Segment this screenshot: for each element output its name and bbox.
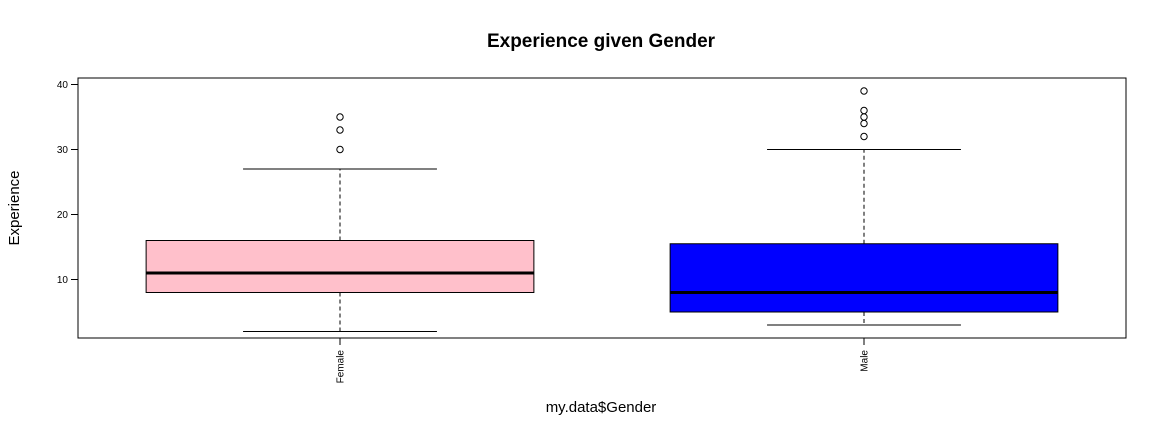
boxes-layer	[145, 87, 1059, 332]
x-axis-ticks: Female Male	[336, 338, 871, 383]
x-tick-label: Male	[860, 350, 871, 372]
y-axis: 10 20 30 40	[57, 80, 79, 286]
outlier-point	[860, 106, 868, 115]
x-tick-label: Female	[336, 350, 347, 384]
outlier-point	[336, 126, 344, 134]
y-tick-label: 10	[57, 275, 69, 286]
outlier-point	[860, 113, 868, 121]
chart-title: Experience given Gender	[487, 31, 716, 52]
outlier-point	[860, 87, 868, 95]
y-axis-label: Experience	[6, 170, 23, 245]
iqr-box	[669, 243, 1059, 313]
outlier-point	[860, 119, 868, 128]
x-axis-label: my.data$Gender	[546, 399, 657, 416]
iqr-box	[145, 240, 535, 293]
outlier-point	[860, 132, 868, 141]
y-tick-label: 40	[57, 80, 69, 91]
outlier-point	[336, 113, 344, 121]
y-tick-label: 20	[57, 210, 69, 221]
box-female	[145, 113, 535, 332]
y-tick-label: 30	[57, 145, 69, 156]
outlier-point	[336, 145, 344, 154]
box-male	[669, 87, 1059, 326]
